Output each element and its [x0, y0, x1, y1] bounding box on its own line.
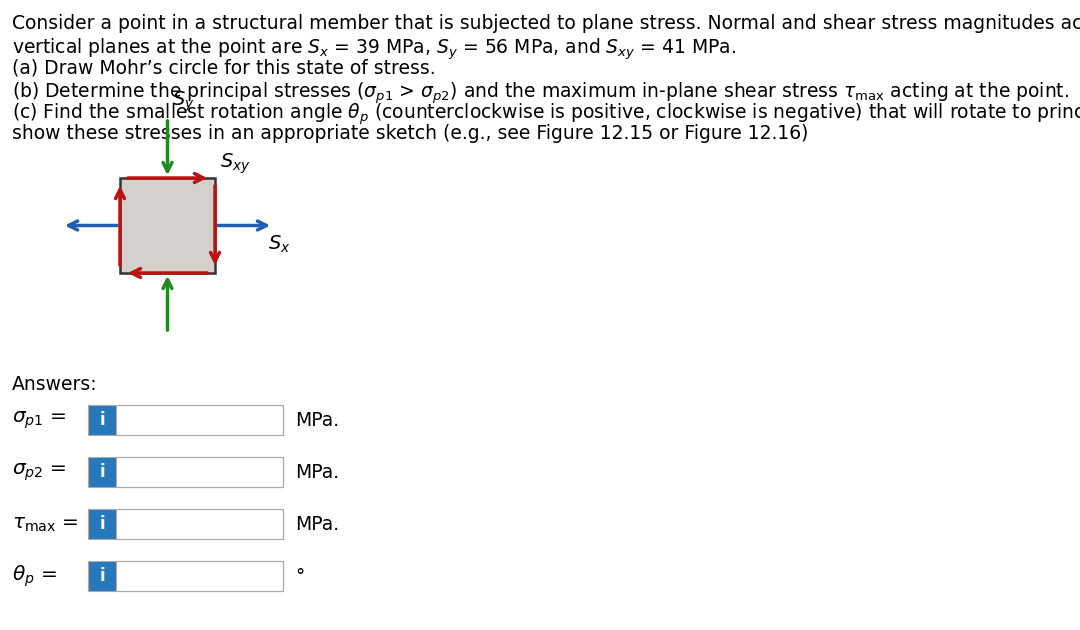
Bar	[87, 561, 116, 591]
Text: i: i	[99, 515, 105, 533]
Bar	[120, 178, 215, 273]
Bar	[116, 405, 283, 435]
Bar	[87, 457, 283, 487]
Text: $S_x$: $S_x$	[268, 234, 291, 255]
Bar	[116, 457, 283, 487]
Text: MPa.: MPa.	[295, 411, 339, 430]
Bar	[87, 457, 116, 487]
Text: show these stresses in an appropriate sketch (e.g., see Figure 12.15 or Figure 1: show these stresses in an appropriate sk…	[12, 124, 808, 143]
Text: Consider a point in a structural member that is subjected to plane stress. Norma: Consider a point in a structural member …	[12, 14, 1080, 33]
Text: vertical planes at the point are $S_x$ = 39 MPa, $S_y$ = 56 MPa, and $S_{xy}$ = : vertical planes at the point are $S_x$ =…	[12, 36, 737, 62]
Text: Answers:: Answers:	[12, 375, 97, 394]
Bar	[116, 561, 283, 591]
Text: $\tau_{\mathrm{max}}$ =: $\tau_{\mathrm{max}}$ =	[12, 515, 79, 534]
Text: $S_{xy}$: $S_{xy}$	[220, 151, 251, 176]
Text: (b) Determine the principal stresses ($\sigma_{p1}$ > $\sigma_{p2}$) and the max: (b) Determine the principal stresses ($\…	[12, 80, 1069, 105]
Text: (c) Find the smallest rotation angle $\theta_p$ (counterclockwise is positive, c: (c) Find the smallest rotation angle $\t…	[12, 102, 1080, 127]
Text: $\theta_p$ =: $\theta_p$ =	[12, 563, 57, 589]
Text: $\sigma_{p1}$ =: $\sigma_{p1}$ =	[12, 410, 66, 431]
Text: $\sigma_{p2}$ =: $\sigma_{p2}$ =	[12, 461, 66, 483]
Text: i: i	[99, 463, 105, 481]
Text: i: i	[99, 411, 105, 429]
Text: i: i	[99, 567, 105, 585]
Bar	[116, 509, 283, 539]
Bar	[87, 405, 283, 435]
Text: °: °	[295, 566, 305, 585]
Bar	[87, 509, 116, 539]
Bar	[87, 509, 283, 539]
Text: $S_y$: $S_y$	[173, 89, 195, 114]
Text: MPa.: MPa.	[295, 515, 339, 534]
Bar	[87, 561, 283, 591]
Bar	[87, 405, 116, 435]
Text: (a) Draw Mohr’s circle for this state of stress.: (a) Draw Mohr’s circle for this state of…	[12, 58, 435, 77]
Text: MPa.: MPa.	[295, 462, 339, 481]
